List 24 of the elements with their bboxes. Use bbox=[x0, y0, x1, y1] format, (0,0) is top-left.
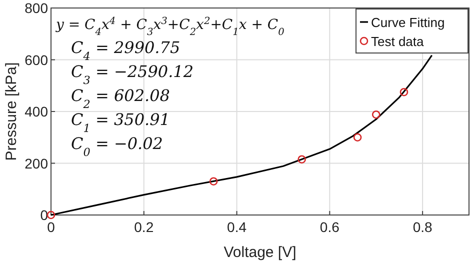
point bbox=[353, 133, 362, 142]
annotation: C$_{2}$ = 602.08 bbox=[71, 86, 170, 110]
x-tick-label: 0.8 bbox=[412, 219, 432, 235]
x-tick-label: 0.6 bbox=[320, 219, 340, 235]
point bbox=[298, 155, 306, 164]
annotation: C$_{4}$ = 2990.75 bbox=[71, 38, 180, 62]
x-tick-label: 0.2 bbox=[134, 219, 154, 235]
point bbox=[372, 110, 380, 119]
y-tick-label: 800 bbox=[24, 0, 48, 16]
point bbox=[400, 88, 408, 96]
legend-label: Test data bbox=[371, 34, 425, 49]
y-tick-label: 0 bbox=[40, 207, 48, 223]
y-tick-label: 200 bbox=[24, 155, 48, 172]
x-axis-title: Voltage [V] bbox=[224, 244, 296, 261]
x-tick-label: 0.4 bbox=[227, 219, 247, 235]
annotation: C$_{0}$ = −0.02 bbox=[71, 134, 163, 158]
annotation: C$_{3}$ = −2590.12 bbox=[71, 62, 194, 86]
point bbox=[209, 177, 218, 186]
annotation: C$_{1}$ = 350.91 bbox=[71, 110, 170, 134]
legend-label: Curve Fitting bbox=[371, 15, 445, 30]
y-axis-title: Pressure [kPa] bbox=[3, 62, 20, 161]
y-tick-label: 600 bbox=[24, 52, 48, 68]
text: y = C$_{4}$x$^{4}$ + C$_{3}$x$^{3}$+C$_{2}$x$^{2}$+C$_{1}$x + C$_{0}$ bbox=[56, 16, 284, 38]
y-tick-label: 400 bbox=[24, 104, 48, 120]
